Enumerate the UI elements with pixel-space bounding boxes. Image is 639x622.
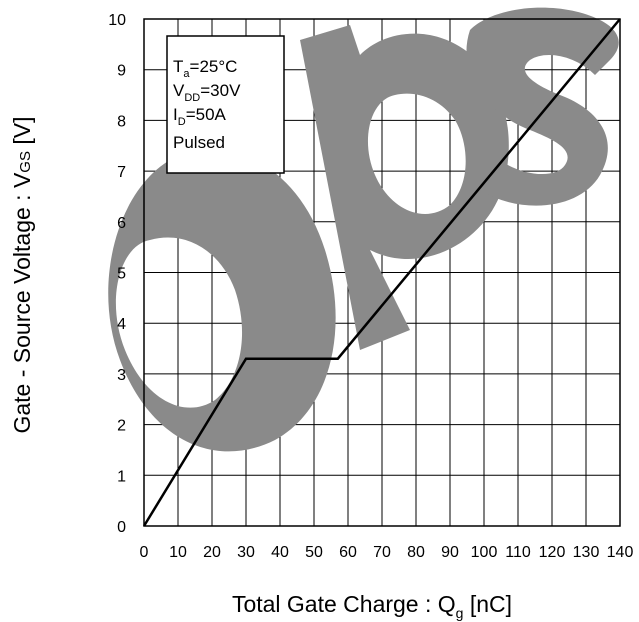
x-tick-label: 10 (169, 544, 187, 561)
x-tick-label: 140 (607, 544, 634, 561)
y-tick-label: 1 (117, 468, 126, 485)
y-tick-label: 3 (117, 367, 126, 384)
y-tick-label: 5 (117, 266, 126, 283)
x-axis-title: Total Gate Charge : Qg [nC] (232, 591, 512, 621)
condition-vdd: VDD=30V (173, 81, 241, 104)
plot-frame (143, 18, 621, 527)
x-tick-label: 60 (339, 544, 357, 561)
condition-ta: Ta=25°C (173, 57, 237, 80)
y-tick-label: 2 (117, 418, 126, 435)
x-tick-label: 50 (305, 544, 323, 561)
x-tick-label: 20 (203, 544, 221, 561)
condition-pulsed: Pulsed (173, 133, 225, 152)
x-tick-label: 70 (373, 544, 391, 561)
y-axis-title: Gate - Source Voltage : VGS [V] (9, 116, 35, 433)
condition-id: ID=50A (173, 105, 227, 128)
watermark-letter-o (108, 149, 336, 452)
y-tick-label: 10 (108, 12, 126, 29)
conditions-box: Ta=25°C VDD=30V ID=50A Pulsed (166, 35, 285, 174)
y-tick-label: 7 (117, 164, 126, 181)
x-tick-label: 30 (237, 544, 255, 561)
x-tick-label: 130 (573, 544, 600, 561)
x-tick-label: 90 (441, 544, 459, 561)
vgs-curve-series-line (142, 18, 621, 527)
x-tick-label: 0 (140, 544, 149, 561)
conditions-box-frame (166, 35, 285, 174)
watermark-logo (108, 7, 619, 452)
x-tick-label: 100 (471, 544, 498, 561)
x-tick-label: 40 (271, 544, 289, 561)
watermark-letter-p (300, 25, 509, 350)
x-tick-label: 110 (505, 544, 531, 561)
x-tick-label: 80 (407, 544, 425, 561)
y-tick-label: 9 (117, 63, 126, 80)
y-tick-label: 8 (117, 113, 126, 130)
y-tick-label: 0 (117, 519, 126, 536)
watermark-letter-s (466, 7, 619, 206)
y-tick-label: 6 (117, 215, 126, 232)
y-tick-label: 4 (117, 316, 126, 333)
tick-labels: 0 10 20 30 40 50 60 70 80 90 100 110 120 130 140 0 1 2 3 4 5… (108, 12, 633, 561)
x-tick-label: 120 (539, 544, 566, 561)
